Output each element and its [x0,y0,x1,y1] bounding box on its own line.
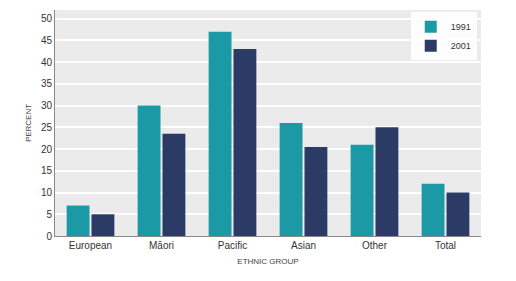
svg-text:45: 45 [41,35,53,46]
svg-text:20: 20 [41,144,53,155]
svg-text:Asian: Asian [291,240,316,251]
svg-text:Māori: Māori [149,240,174,251]
svg-text:5: 5 [46,209,52,220]
svg-text:40: 40 [41,57,53,68]
svg-text:Other: Other [362,240,388,251]
svg-text:2001: 2001 [451,41,471,51]
svg-text:European: European [69,240,112,251]
svg-text:PERCENT: PERCENT [24,104,33,142]
svg-text:0: 0 [46,231,52,242]
svg-text:Pacific: Pacific [218,240,247,251]
svg-text:1991: 1991 [451,22,471,32]
svg-text:10: 10 [41,187,53,198]
svg-text:15: 15 [41,165,53,176]
svg-text:25: 25 [41,122,53,133]
svg-text:30: 30 [41,100,53,111]
svg-text:50: 50 [41,13,53,24]
svg-text:Total: Total [435,240,456,251]
svg-text:35: 35 [41,78,53,89]
svg-text:ETHNIC GROUP: ETHNIC GROUP [237,257,298,266]
